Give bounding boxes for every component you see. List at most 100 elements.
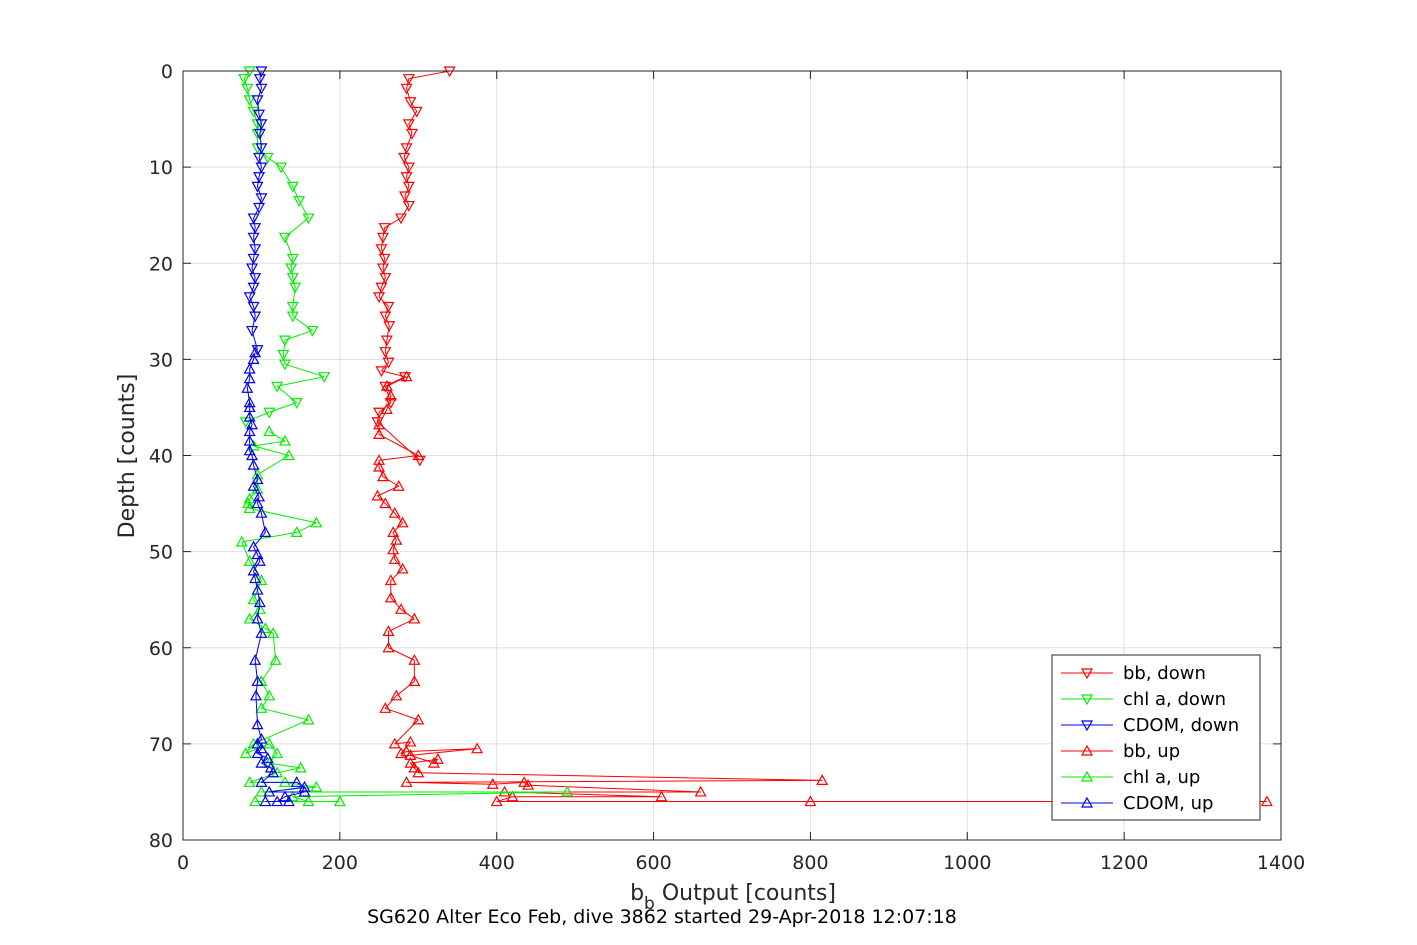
data-point	[269, 654, 282, 665]
data-point	[241, 381, 254, 393]
data-point	[249, 795, 262, 807]
x-tick-label: 800	[792, 852, 828, 874]
data-point	[261, 752, 274, 763]
data-point	[318, 372, 331, 383]
data-point	[247, 458, 260, 470]
data-point	[253, 202, 266, 214]
data-point	[293, 196, 306, 208]
data-point	[518, 776, 531, 787]
y-tick-label: 30	[149, 349, 173, 371]
data-point	[253, 152, 266, 164]
data-point	[249, 273, 262, 284]
data-point	[249, 244, 262, 256]
legend-marker	[1080, 744, 1094, 756]
data-point	[390, 689, 403, 701]
data-point	[271, 381, 284, 393]
data-point	[400, 83, 413, 95]
data-point	[412, 713, 425, 725]
data-point	[286, 790, 299, 802]
data-point	[247, 232, 260, 244]
legend-marker	[1080, 668, 1094, 680]
data-point	[302, 795, 315, 807]
data-point	[427, 756, 440, 768]
data-point	[387, 543, 400, 555]
data-point	[285, 263, 298, 275]
legend-label: bb, down	[1123, 663, 1206, 684]
legend-marker	[1080, 720, 1094, 732]
data-point	[259, 795, 272, 807]
data-point	[275, 162, 288, 174]
data-point	[1260, 795, 1273, 807]
data-point	[243, 410, 256, 422]
data-point	[396, 516, 409, 528]
legend-marker	[1080, 796, 1094, 808]
data-point	[249, 654, 262, 665]
x-axis-label-main: b	[630, 881, 644, 906]
data-point	[247, 106, 260, 118]
data-point	[378, 253, 391, 265]
data-point	[404, 735, 417, 747]
data-point	[235, 535, 248, 547]
x-tick-label: 400	[479, 852, 515, 874]
data-point	[255, 193, 268, 205]
data-point	[278, 434, 291, 446]
data-point	[375, 244, 388, 256]
data-point	[255, 732, 268, 744]
data-point	[290, 776, 303, 787]
data-point	[278, 232, 291, 244]
data-point	[373, 428, 386, 439]
data-point	[247, 213, 260, 225]
data-point	[247, 253, 260, 265]
legend-box	[1051, 654, 1261, 821]
data-point	[402, 119, 415, 131]
data-point	[405, 128, 419, 140]
data-point	[404, 749, 417, 761]
data-point	[410, 106, 423, 118]
data-point	[255, 776, 268, 787]
data-point	[376, 263, 390, 275]
series-bb-up	[371, 370, 1273, 807]
data-point	[404, 97, 417, 108]
data-point	[251, 95, 264, 107]
data-point	[271, 747, 284, 759]
data-point	[486, 778, 499, 789]
data-point	[382, 357, 395, 369]
legend-item: bb, up	[1061, 741, 1180, 762]
data-point	[255, 785, 268, 797]
data-point	[396, 562, 409, 574]
data-point	[379, 311, 392, 323]
data-point	[390, 533, 403, 545]
data-point	[251, 548, 264, 560]
data-point	[413, 455, 426, 467]
data-point	[253, 109, 266, 121]
data-point	[310, 516, 323, 528]
data-point	[243, 362, 256, 374]
data-point	[431, 753, 444, 764]
data-point	[286, 273, 299, 284]
data-point	[395, 213, 408, 225]
data-point	[259, 622, 272, 634]
data-point	[255, 119, 268, 131]
data-point	[395, 747, 408, 759]
data-point	[490, 795, 503, 807]
data-point	[251, 718, 264, 730]
data-point	[243, 444, 256, 456]
data-point	[294, 761, 307, 773]
legend-item: chl a, down	[1061, 689, 1226, 710]
data-point	[253, 128, 266, 140]
data-point	[253, 74, 266, 85]
data-point	[286, 301, 299, 313]
data-point	[302, 213, 315, 225]
series-layer	[235, 66, 1273, 807]
data-point	[373, 418, 386, 430]
data-point	[290, 398, 303, 409]
data-point	[388, 553, 401, 564]
data-point	[251, 181, 264, 193]
data-point	[302, 713, 315, 725]
data-point	[249, 311, 262, 323]
data-point	[378, 223, 391, 234]
data-point	[263, 689, 276, 701]
x-tick-label: 1200	[1100, 852, 1148, 874]
data-point	[251, 612, 264, 624]
data-point	[404, 756, 417, 768]
